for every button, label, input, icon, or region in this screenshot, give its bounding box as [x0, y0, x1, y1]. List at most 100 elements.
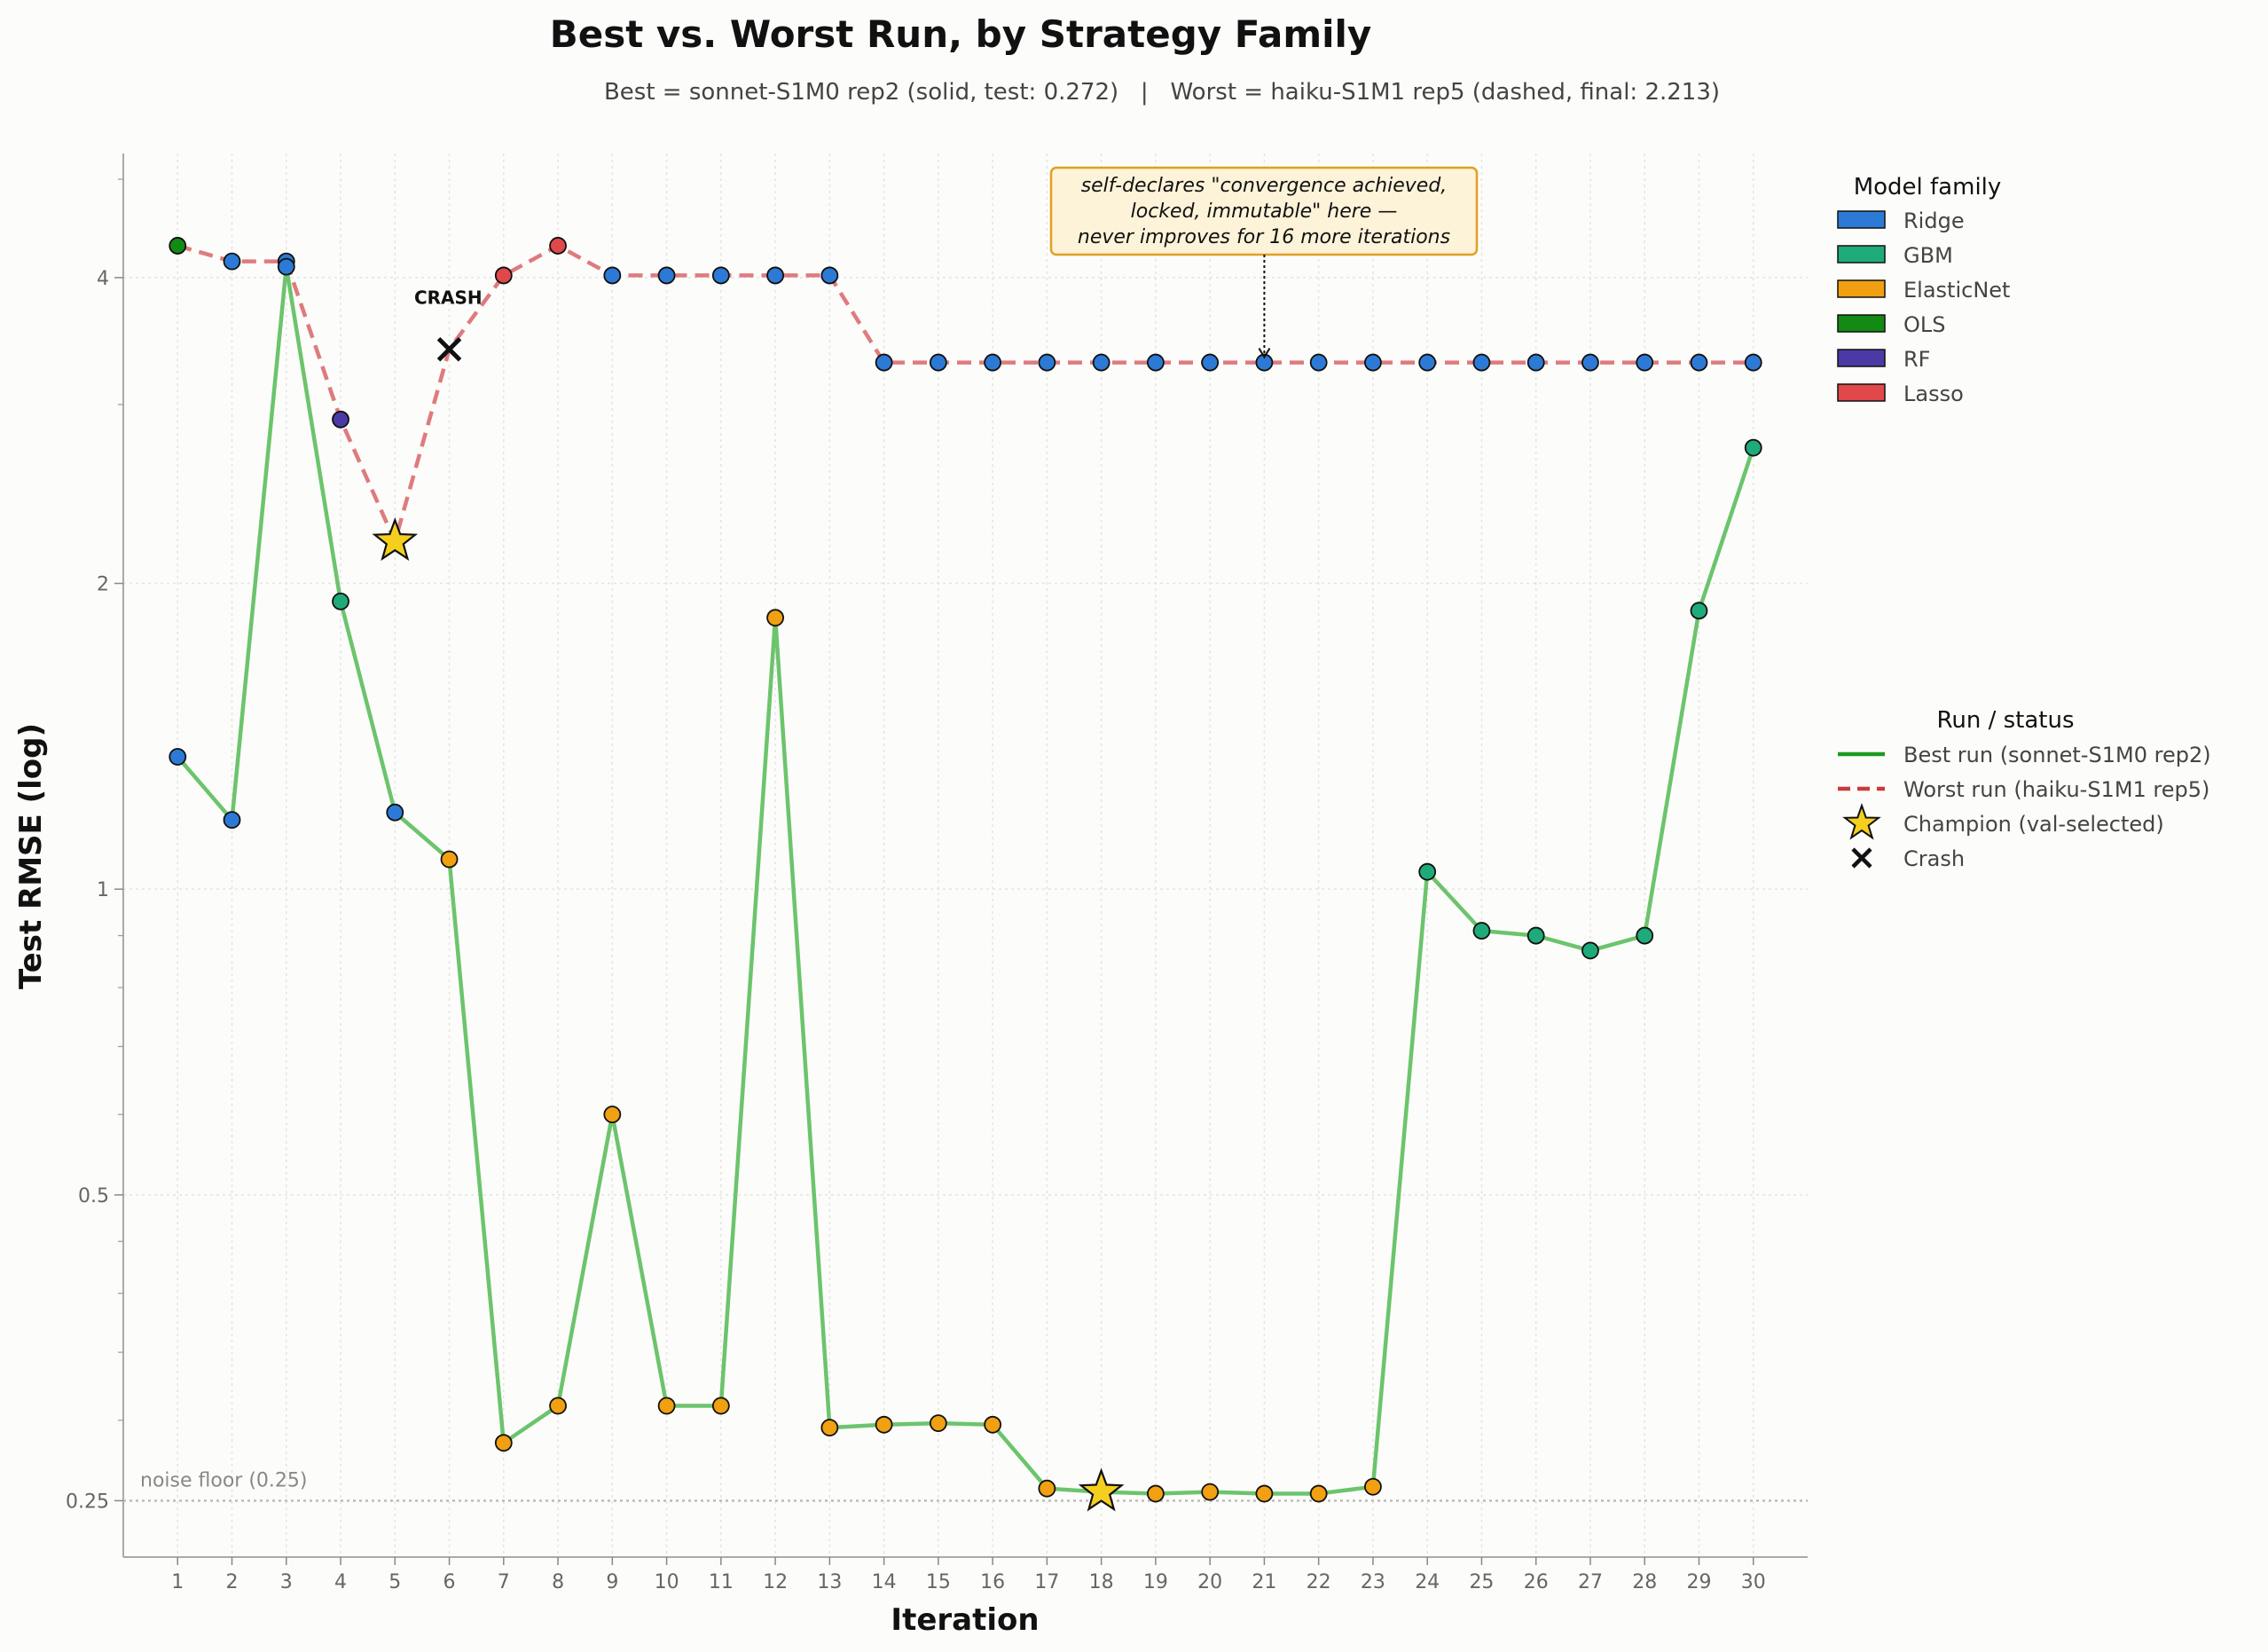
x-tick-label: 21	[1252, 1571, 1276, 1593]
legends: Model family Ridge GBM ElasticNet OLS RF Lasso…	[1837, 174, 2211, 871]
legend-label-ols: OLS	[1903, 312, 1946, 337]
plot-area: 1 2 3 4 5 6 7 8 9 10 11 12 13 14 15 16 17 18 19 20 21 22 23 24 2…	[66, 153, 1808, 1593]
best-run-point	[1255, 1484, 1274, 1503]
best-run-point	[1147, 1484, 1165, 1503]
worst-run-point	[1581, 353, 1599, 372]
worst-run-line	[177, 243, 1754, 547]
legend-champion-star	[1842, 802, 1881, 840]
best-run-point	[1364, 1477, 1382, 1496]
x-tick-label: 16	[980, 1571, 1005, 1593]
champion-star-marker	[372, 517, 419, 562]
best-run-point	[277, 257, 295, 276]
worst-run-point	[1309, 353, 1328, 372]
family-legend-title: Model family	[1854, 174, 2002, 201]
worst-run-point	[223, 252, 241, 271]
worst-run-point	[1472, 353, 1491, 372]
best-run-point	[1690, 602, 1708, 620]
worst-run-point	[1418, 353, 1437, 372]
best-run-point	[494, 1434, 513, 1452]
x-tick-label: 6	[443, 1571, 456, 1593]
x-tick-label: 26	[1524, 1571, 1549, 1593]
x-tick-label: 17	[1034, 1571, 1059, 1593]
best-run-point	[1201, 1483, 1220, 1501]
annotation-text: locked, immutable" here —	[1131, 201, 1398, 223]
best-run-point	[549, 1396, 567, 1415]
best-run-point	[332, 592, 349, 610]
x-tick-label: 22	[1307, 1571, 1331, 1593]
annotation-text: self-declares "convergence achieved,	[1081, 175, 1448, 197]
x-tick-label: 4	[334, 1571, 347, 1593]
y-tick-label: 2	[97, 574, 109, 596]
x-tick-label: 29	[1686, 1571, 1711, 1593]
x-tick-label: 3	[280, 1571, 293, 1593]
x-tick-label: 13	[817, 1571, 842, 1593]
best-run-point	[223, 811, 241, 830]
crash-marker	[436, 336, 462, 362]
x-tick-label: 8	[552, 1571, 564, 1593]
best-run-point	[1526, 926, 1545, 945]
y-axis-label: Test RMSE (log)	[13, 723, 49, 989]
worst-run-point	[929, 353, 947, 372]
best-run-point	[711, 1396, 730, 1415]
x-tick-label: 5	[388, 1571, 401, 1593]
y-tick-label: 1	[97, 879, 109, 901]
legend-crash-marker	[1851, 847, 1872, 869]
legend-label-elasticnet: ElasticNet	[1903, 278, 2010, 303]
x-tick-label: 10	[655, 1571, 679, 1593]
legend-label-lasso: Lasso	[1903, 382, 1964, 406]
x-tick-label: 25	[1469, 1571, 1494, 1593]
chart-title: Best vs. Worst Run, by Strategy Family	[550, 12, 1372, 56]
worst-run-point	[875, 353, 893, 372]
annotation-text: never improves for 16 more iterations	[1078, 226, 1450, 248]
best-run-point	[440, 850, 459, 869]
best-run-point	[929, 1414, 947, 1433]
best-run-point	[1581, 941, 1599, 960]
x-tick-label: 28	[1632, 1571, 1657, 1593]
status-legend-title: Run / status	[1936, 707, 2074, 734]
worst-run-point	[1255, 353, 1274, 372]
champion-star-marker	[1078, 1467, 1125, 1512]
worst-run-point	[169, 237, 187, 255]
legend-swatch-rf	[1837, 349, 1886, 367]
x-tick-label: 30	[1741, 1571, 1766, 1593]
legend-swatch-lasso	[1837, 383, 1886, 402]
best-run-point	[1636, 926, 1654, 945]
worst-run-point	[603, 266, 622, 285]
x-tick-label: 9	[606, 1571, 618, 1593]
worst-run-point	[1147, 353, 1165, 372]
legend-swatch-ridge	[1837, 210, 1886, 229]
title-group: Best vs. Worst Run, by Strategy Family B…	[550, 12, 1720, 106]
worst-run-point	[1526, 353, 1545, 372]
x-tick-label: 1	[171, 1571, 184, 1593]
best-run-point	[1309, 1484, 1328, 1503]
worst-run-point	[1038, 353, 1056, 372]
legend-status-label: Crash	[1903, 846, 1965, 871]
worst-run-point	[711, 266, 730, 285]
best-run-point	[875, 1415, 893, 1434]
worst-run-point	[1364, 353, 1382, 372]
best-run-point	[1472, 922, 1491, 940]
worst-run-point	[1690, 353, 1708, 372]
x-tick-label: 27	[1578, 1571, 1603, 1593]
worst-run-point	[984, 353, 1002, 372]
worst-run-point	[820, 266, 839, 285]
legend-label-ridge: Ridge	[1903, 208, 1965, 233]
worst-run-point	[1201, 353, 1220, 372]
worst-run-point	[657, 266, 676, 285]
crash-label: CRASH	[414, 287, 483, 309]
legend-swatch-elasticnet	[1837, 279, 1886, 298]
best-run-point	[1038, 1479, 1056, 1498]
best-run-point	[766, 609, 784, 627]
x-tick-label: 24	[1415, 1571, 1440, 1593]
x-tick-label: 7	[498, 1571, 510, 1593]
best-run-point	[1744, 438, 1762, 457]
x-tick-label: 12	[763, 1571, 788, 1593]
x-tick-label: 15	[926, 1571, 951, 1593]
chart-subtitle: Best = sonnet-S1M0 rep2 (solid, test: 0.…	[604, 79, 1720, 106]
legend-label-gbm: GBM	[1903, 243, 1953, 268]
legend-status-label: Best run (sonnet-S1M0 rep2)	[1903, 743, 2211, 767]
x-tick-label: 19	[1143, 1571, 1168, 1593]
best-run-point	[657, 1396, 676, 1415]
y-tick-label: 0.25	[66, 1491, 109, 1513]
